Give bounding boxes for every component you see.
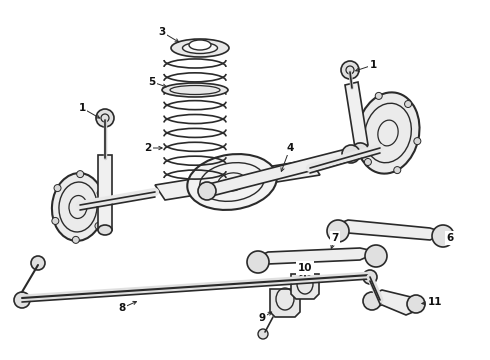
Text: 11: 11 — [428, 297, 442, 307]
Polygon shape — [205, 148, 353, 197]
Text: 5: 5 — [148, 77, 156, 87]
Ellipse shape — [354, 143, 368, 153]
Polygon shape — [291, 274, 319, 299]
Circle shape — [52, 217, 59, 224]
Circle shape — [363, 292, 381, 310]
Circle shape — [247, 251, 269, 273]
Circle shape — [394, 167, 401, 174]
Circle shape — [73, 237, 79, 243]
Circle shape — [341, 61, 359, 79]
Circle shape — [31, 256, 45, 270]
Circle shape — [14, 292, 30, 308]
Text: 2: 2 — [145, 143, 151, 153]
Circle shape — [258, 329, 268, 339]
Circle shape — [375, 93, 382, 99]
Circle shape — [95, 222, 102, 229]
Polygon shape — [98, 155, 112, 230]
Circle shape — [365, 158, 371, 166]
Text: 10: 10 — [298, 263, 312, 273]
Ellipse shape — [187, 154, 277, 210]
Text: 8: 8 — [119, 303, 125, 313]
Circle shape — [54, 185, 61, 192]
Circle shape — [414, 138, 421, 145]
Polygon shape — [270, 289, 300, 317]
Polygon shape — [370, 290, 418, 315]
Text: 9: 9 — [258, 313, 266, 323]
Circle shape — [327, 220, 349, 242]
Text: 7: 7 — [331, 233, 339, 243]
Circle shape — [342, 145, 360, 163]
Circle shape — [97, 190, 104, 197]
Text: 1: 1 — [369, 60, 377, 70]
Text: 1: 1 — [78, 103, 86, 113]
Polygon shape — [335, 220, 445, 240]
Circle shape — [96, 109, 114, 127]
Ellipse shape — [357, 93, 419, 174]
Circle shape — [365, 245, 387, 267]
Polygon shape — [345, 82, 368, 148]
Ellipse shape — [189, 40, 211, 50]
Circle shape — [355, 121, 362, 129]
Ellipse shape — [162, 83, 228, 97]
Text: 3: 3 — [158, 27, 166, 37]
Text: 6: 6 — [446, 233, 454, 243]
Circle shape — [363, 270, 377, 284]
Ellipse shape — [171, 39, 229, 57]
Ellipse shape — [182, 42, 218, 54]
Circle shape — [76, 171, 84, 177]
Circle shape — [432, 225, 454, 247]
Polygon shape — [155, 160, 320, 200]
Circle shape — [198, 182, 216, 200]
Circle shape — [407, 295, 425, 313]
Ellipse shape — [52, 173, 104, 241]
Circle shape — [405, 100, 412, 108]
Text: 4: 4 — [286, 143, 294, 153]
Polygon shape — [255, 248, 378, 266]
Ellipse shape — [98, 225, 112, 235]
